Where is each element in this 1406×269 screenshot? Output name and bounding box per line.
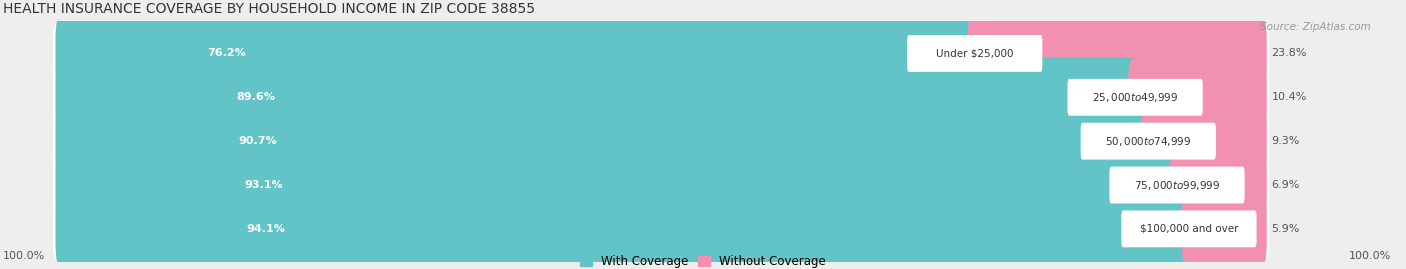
Text: 100.0%: 100.0% (1348, 251, 1392, 261)
FancyBboxPatch shape (1182, 189, 1267, 269)
FancyBboxPatch shape (53, 23, 1270, 84)
FancyBboxPatch shape (53, 199, 1270, 259)
FancyBboxPatch shape (1109, 167, 1244, 203)
Text: $50,000 to $74,999: $50,000 to $74,999 (1105, 135, 1191, 148)
Text: 100.0%: 100.0% (3, 251, 45, 261)
Text: 5.9%: 5.9% (1271, 224, 1301, 234)
FancyBboxPatch shape (1128, 57, 1267, 137)
FancyBboxPatch shape (967, 13, 1267, 93)
FancyBboxPatch shape (1067, 79, 1202, 116)
FancyBboxPatch shape (53, 155, 1270, 215)
FancyBboxPatch shape (1081, 123, 1216, 160)
FancyBboxPatch shape (907, 35, 1042, 72)
Text: $75,000 to $99,999: $75,000 to $99,999 (1133, 179, 1220, 192)
Text: 23.8%: 23.8% (1271, 48, 1308, 58)
FancyBboxPatch shape (1122, 210, 1257, 247)
Text: 94.1%: 94.1% (246, 224, 285, 234)
FancyBboxPatch shape (53, 111, 1270, 171)
FancyBboxPatch shape (1142, 101, 1267, 181)
Text: 6.9%: 6.9% (1271, 180, 1301, 190)
FancyBboxPatch shape (55, 57, 1142, 137)
FancyBboxPatch shape (53, 67, 1270, 128)
Text: 89.6%: 89.6% (236, 92, 276, 102)
FancyBboxPatch shape (55, 101, 1156, 181)
Text: Under $25,000: Under $25,000 (936, 48, 1014, 58)
Text: HEALTH INSURANCE COVERAGE BY HOUSEHOLD INCOME IN ZIP CODE 38855: HEALTH INSURANCE COVERAGE BY HOUSEHOLD I… (3, 2, 534, 16)
Text: Source: ZipAtlas.com: Source: ZipAtlas.com (1260, 22, 1371, 31)
Text: 76.2%: 76.2% (208, 48, 246, 58)
FancyBboxPatch shape (55, 13, 981, 93)
Text: 9.3%: 9.3% (1271, 136, 1301, 146)
Text: 93.1%: 93.1% (243, 180, 283, 190)
FancyBboxPatch shape (55, 145, 1184, 225)
FancyBboxPatch shape (55, 189, 1197, 269)
Text: 90.7%: 90.7% (239, 136, 277, 146)
Text: 10.4%: 10.4% (1271, 92, 1308, 102)
Text: $25,000 to $49,999: $25,000 to $49,999 (1092, 91, 1178, 104)
Legend: With Coverage, Without Coverage: With Coverage, Without Coverage (579, 255, 827, 268)
Text: $100,000 and over: $100,000 and over (1140, 224, 1239, 234)
FancyBboxPatch shape (1170, 145, 1267, 225)
